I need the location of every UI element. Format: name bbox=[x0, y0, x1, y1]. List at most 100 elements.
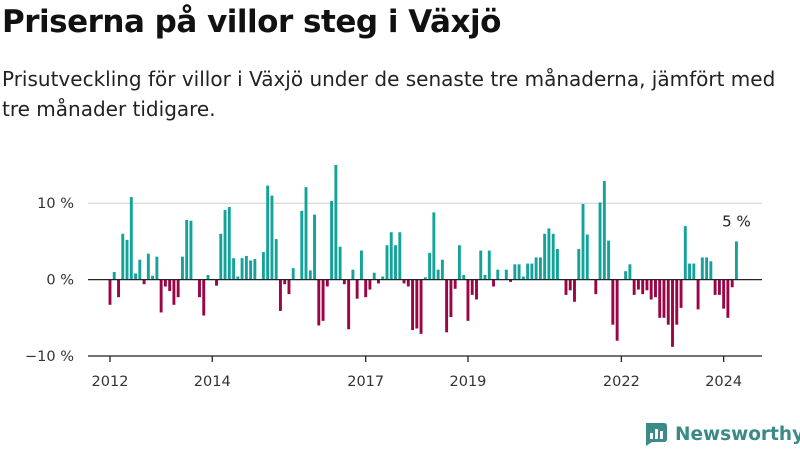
bar bbox=[125, 239, 129, 280]
bar bbox=[112, 271, 116, 280]
bar bbox=[462, 275, 466, 280]
newsworthy-icon bbox=[646, 423, 667, 446]
bar bbox=[726, 279, 730, 318]
bar bbox=[291, 268, 295, 280]
bar bbox=[117, 279, 120, 298]
bar bbox=[274, 239, 278, 280]
bar bbox=[671, 279, 674, 347]
y-tick-label: −10 % bbox=[25, 349, 74, 365]
bar bbox=[415, 279, 419, 329]
bar bbox=[181, 256, 184, 280]
bar bbox=[598, 202, 602, 280]
y-tick-label: 10 % bbox=[37, 196, 74, 212]
bar bbox=[355, 279, 359, 299]
bar bbox=[654, 279, 657, 298]
bar bbox=[227, 207, 231, 280]
bar bbox=[108, 279, 112, 305]
bar bbox=[189, 220, 193, 280]
bar bbox=[530, 263, 534, 280]
brand-name: Newsworthy bbox=[675, 423, 800, 445]
bar bbox=[134, 273, 138, 280]
bar bbox=[172, 279, 176, 305]
bar bbox=[394, 245, 397, 280]
bar bbox=[287, 279, 291, 295]
bar bbox=[513, 264, 517, 280]
bar bbox=[534, 257, 538, 280]
bar bbox=[325, 279, 329, 287]
bar bbox=[185, 220, 189, 280]
bar bbox=[692, 263, 696, 280]
bar bbox=[244, 255, 248, 280]
bar bbox=[709, 261, 713, 280]
bar bbox=[198, 279, 201, 298]
bar bbox=[278, 279, 282, 311]
bar bbox=[551, 233, 555, 280]
bar bbox=[377, 279, 380, 284]
bar bbox=[402, 279, 406, 284]
bar bbox=[509, 279, 512, 282]
bar bbox=[398, 232, 402, 280]
y-tick-label: 0 % bbox=[46, 273, 74, 289]
bar bbox=[151, 275, 155, 280]
bar bbox=[219, 233, 223, 280]
bar bbox=[411, 279, 415, 331]
bar bbox=[645, 279, 649, 291]
bar bbox=[453, 279, 457, 289]
bar bbox=[666, 279, 670, 325]
bar bbox=[313, 214, 316, 280]
bar bbox=[479, 250, 483, 280]
bar bbox=[475, 279, 478, 300]
bar bbox=[521, 276, 525, 280]
bar bbox=[568, 279, 572, 291]
tick-labels: 10 % 0 % −10 % 2012 2014 2017 2019 2022 2024 5 % bbox=[25, 196, 751, 390]
bar bbox=[163, 279, 167, 287]
bar bbox=[641, 279, 645, 295]
x-tick-label: 2012 bbox=[92, 374, 129, 390]
bar bbox=[206, 275, 210, 280]
bar bbox=[683, 226, 687, 280]
bar bbox=[240, 258, 244, 280]
bar bbox=[722, 279, 726, 309]
bar bbox=[688, 263, 691, 280]
bar bbox=[696, 279, 700, 310]
bar bbox=[564, 279, 568, 295]
bar bbox=[577, 249, 581, 280]
bar bbox=[330, 200, 334, 280]
axes bbox=[88, 278, 762, 362]
bar bbox=[713, 279, 717, 295]
bar bbox=[547, 228, 551, 280]
bar bbox=[342, 279, 346, 285]
x-tick-label: 2022 bbox=[603, 374, 640, 390]
bar bbox=[142, 279, 146, 285]
bar bbox=[159, 279, 163, 313]
bar bbox=[385, 245, 389, 280]
bars bbox=[108, 165, 738, 347]
x-tick-label: 2014 bbox=[194, 374, 231, 390]
bar bbox=[526, 263, 530, 280]
bar bbox=[129, 197, 133, 280]
bar bbox=[662, 279, 666, 318]
x-tick-label: 2024 bbox=[705, 374, 742, 390]
bar bbox=[334, 165, 338, 280]
bar bbox=[138, 259, 142, 280]
bar bbox=[734, 241, 738, 280]
bar bbox=[423, 277, 427, 280]
x-tick-label: 2017 bbox=[347, 374, 384, 390]
bar bbox=[602, 181, 606, 280]
bar bbox=[615, 279, 619, 341]
bar bbox=[317, 279, 321, 326]
bar bbox=[338, 246, 342, 280]
bar bbox=[675, 279, 679, 325]
bar bbox=[176, 279, 180, 298]
bar bbox=[351, 269, 355, 280]
bar bbox=[155, 256, 159, 280]
bar bbox=[308, 270, 312, 280]
bar bbox=[236, 276, 240, 280]
bar bbox=[700, 257, 704, 280]
bar bbox=[449, 279, 453, 318]
bar bbox=[232, 258, 236, 280]
bar bbox=[372, 272, 376, 280]
last-value-annotation: 5 % bbox=[722, 212, 751, 230]
bar bbox=[457, 245, 461, 280]
chart-subtitle: Prisutveckling för villor i Växjö under … bbox=[2, 67, 776, 121]
